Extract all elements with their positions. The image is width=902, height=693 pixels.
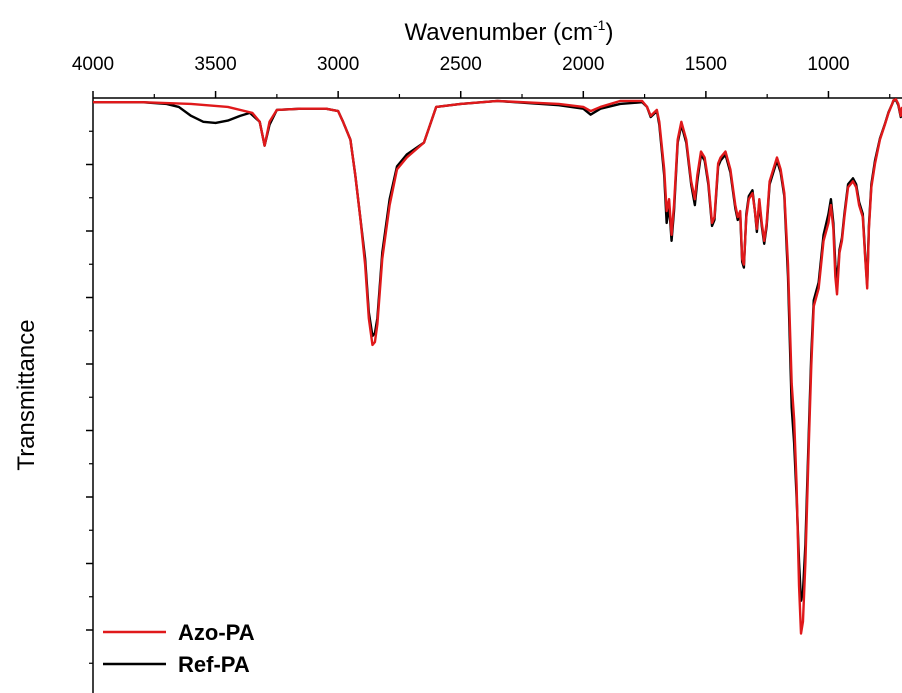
legend-label-ref-pa: Ref-PA [178, 652, 250, 677]
x-tick-label: 3000 [317, 54, 359, 75]
legend: Azo-PA Ref-PA [103, 620, 255, 677]
x-tick-label: 1500 [685, 54, 727, 75]
series-layer [93, 97, 902, 635]
series-line-azo-pa [93, 97, 902, 635]
x-tick-label: 2500 [440, 54, 482, 75]
x-tick-label: 4000 [72, 54, 114, 75]
axes [92, 97, 902, 693]
y-ticks [86, 130, 93, 664]
x-ticks: 4000 3500 3000 2500 2000 1500 1000 [72, 54, 891, 98]
x-tick-label: 3500 [194, 54, 236, 75]
x-tick-label: 1000 [807, 54, 849, 75]
y-axis-title: Transmittance [13, 319, 40, 470]
x-axis-title: Wavenumber (cm-1) [405, 17, 614, 46]
x-tick-label: 2000 [562, 54, 604, 75]
legend-label-azo-pa: Azo-PA [178, 620, 255, 645]
